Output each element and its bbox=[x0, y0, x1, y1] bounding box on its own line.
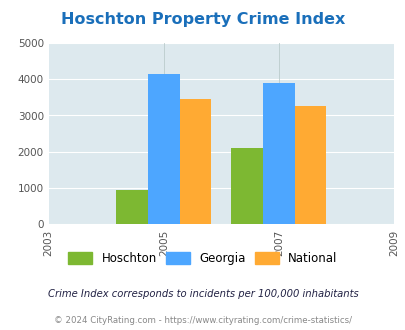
Legend: Hoschton, Georgia, National: Hoschton, Georgia, National bbox=[64, 247, 341, 269]
Text: Crime Index corresponds to incidents per 100,000 inhabitants: Crime Index corresponds to incidents per… bbox=[47, 289, 358, 299]
Bar bbox=[179, 99, 211, 224]
Bar bbox=[116, 190, 147, 224]
Bar bbox=[231, 148, 262, 224]
Bar bbox=[294, 106, 326, 224]
Bar bbox=[147, 74, 179, 224]
Text: © 2024 CityRating.com - https://www.cityrating.com/crime-statistics/: © 2024 CityRating.com - https://www.city… bbox=[54, 315, 351, 325]
Text: Hoschton Property Crime Index: Hoschton Property Crime Index bbox=[61, 12, 344, 27]
Bar bbox=[262, 83, 294, 224]
